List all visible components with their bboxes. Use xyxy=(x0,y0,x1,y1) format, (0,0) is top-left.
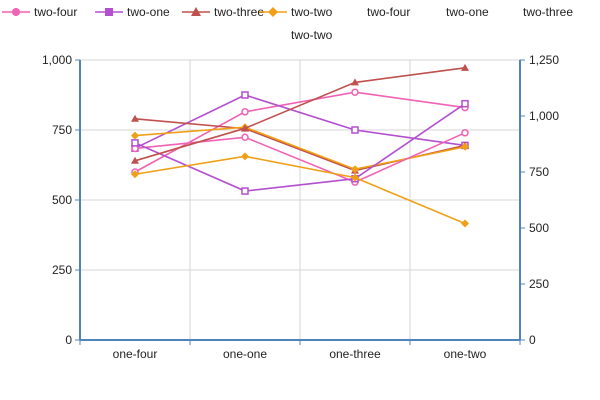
legend-label: two-two xyxy=(291,5,333,19)
data-point-two-four-right xyxy=(241,133,249,142)
legend-item-two-one[interactable]: two-one xyxy=(93,4,170,20)
right-axis-tick-label: 500 xyxy=(529,221,549,235)
series-line-two-three-right xyxy=(134,67,466,162)
legend-label: two-one xyxy=(127,5,170,19)
data-point-two-four-left xyxy=(241,108,249,116)
diamond-marker-icon xyxy=(259,7,287,17)
data-point-two-three-right xyxy=(351,78,359,86)
data-point-two-two-right xyxy=(241,152,249,161)
data-point-two-three-right xyxy=(241,124,249,132)
data-point-two-four-right xyxy=(461,129,469,137)
right-axis-tick-label: 1,000 xyxy=(529,109,559,123)
series-line-two-four-left xyxy=(134,91,466,173)
series-line-two-one-right xyxy=(134,103,466,192)
series-line-two-one-left xyxy=(134,94,466,149)
data-point-two-one-right xyxy=(461,99,469,108)
legend-label: two-two xyxy=(291,28,333,42)
square-marker-icon xyxy=(95,8,123,16)
right-axis-tick-label: 1,250 xyxy=(529,53,559,67)
legend-label: two-four xyxy=(34,5,78,19)
data-point-two-two-left xyxy=(461,142,469,151)
data-point-two-two-right xyxy=(351,173,359,182)
right-axis-tick-label: 250 xyxy=(529,277,549,291)
series-line-two-two-right xyxy=(134,155,466,225)
triangle-marker-icon xyxy=(182,7,210,16)
legend-item-two-one-right[interactable]: two-one xyxy=(446,4,506,20)
legend-item-two-two-right[interactable]: two-two xyxy=(291,27,351,43)
left-axis-tick-label: 1,000 xyxy=(42,53,72,67)
x-axis-tick-label: one-four xyxy=(113,347,158,361)
left-axis-tick-label: 250 xyxy=(52,263,72,277)
series-line-two-four-right xyxy=(134,132,466,183)
legend-label: two-three xyxy=(214,5,265,19)
x-axis-tick-label: one-one xyxy=(223,347,267,361)
data-point-two-two-left xyxy=(351,165,359,174)
x-axis-tick-label: one-two xyxy=(444,347,487,361)
right-axis-tick-label: 750 xyxy=(529,165,549,179)
legend-item-two-four[interactable]: two-four xyxy=(0,4,77,20)
legend-label: two-one xyxy=(446,5,489,19)
data-point-two-four-left xyxy=(351,88,359,96)
data-point-two-three-right xyxy=(131,156,139,164)
legend-item-two-four-right[interactable]: two-four xyxy=(367,4,427,20)
data-point-two-three-right xyxy=(461,63,469,71)
left-axis-tick-label: 750 xyxy=(52,123,72,137)
data-point-two-one-right xyxy=(241,187,249,195)
data-point-two-three-left xyxy=(131,114,139,122)
data-point-two-two-right xyxy=(131,170,139,179)
circle-marker-icon xyxy=(2,8,30,16)
legend: two-four two-one two-three two-two two-f… xyxy=(0,0,600,46)
data-point-two-two-left xyxy=(131,131,139,140)
data-point-two-two-right xyxy=(461,219,469,228)
legend-item-two-two[interactable]: two-two xyxy=(257,4,332,20)
legend-item-two-three-right[interactable]: two-three xyxy=(523,4,593,20)
legend-item-two-three[interactable]: two-three xyxy=(180,4,264,20)
data-point-two-one-right xyxy=(131,139,139,147)
left-axis-tick-label: 0 xyxy=(65,333,72,347)
data-point-two-one-left xyxy=(351,126,359,134)
legend-label: two-three xyxy=(523,5,574,19)
data-point-two-one-left xyxy=(241,91,249,99)
left-axis-tick-label: 500 xyxy=(52,193,72,207)
right-axis-tick-label: 0 xyxy=(529,333,536,347)
x-axis-tick-label: one-three xyxy=(329,347,381,361)
legend-label: two-four xyxy=(367,5,411,19)
